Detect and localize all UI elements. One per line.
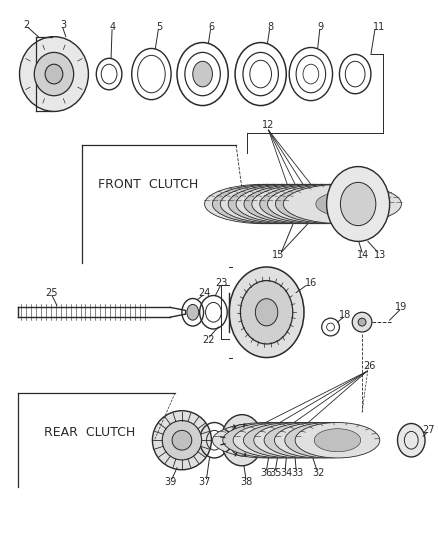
Ellipse shape (256, 429, 312, 452)
Text: 9: 9 (318, 22, 324, 32)
Text: 37: 37 (198, 477, 211, 487)
Ellipse shape (236, 184, 354, 224)
Ellipse shape (20, 37, 88, 111)
Ellipse shape (276, 429, 328, 452)
Ellipse shape (314, 429, 361, 452)
Text: REAR  CLUTCH: REAR CLUTCH (44, 426, 135, 439)
Ellipse shape (254, 423, 350, 458)
Circle shape (172, 430, 192, 450)
Text: 15: 15 (272, 250, 285, 260)
Ellipse shape (292, 431, 329, 450)
Ellipse shape (260, 184, 378, 224)
Ellipse shape (253, 192, 306, 216)
Text: 22: 22 (202, 335, 215, 345)
Text: 8: 8 (268, 22, 274, 32)
Text: 33: 33 (291, 468, 303, 478)
Ellipse shape (275, 423, 365, 458)
Ellipse shape (255, 298, 278, 326)
Ellipse shape (316, 192, 369, 216)
Ellipse shape (229, 424, 255, 456)
Ellipse shape (327, 167, 390, 241)
Ellipse shape (261, 192, 314, 216)
Ellipse shape (45, 64, 63, 84)
Ellipse shape (285, 423, 372, 458)
Text: 39: 39 (164, 477, 176, 487)
Text: 36: 36 (261, 468, 273, 478)
Ellipse shape (233, 423, 336, 458)
Circle shape (358, 318, 366, 326)
Text: 3: 3 (61, 20, 67, 30)
Text: 6: 6 (208, 22, 215, 32)
Ellipse shape (295, 423, 380, 458)
Ellipse shape (300, 192, 353, 216)
Text: 26: 26 (363, 361, 375, 372)
Ellipse shape (240, 280, 293, 344)
Ellipse shape (221, 415, 263, 466)
Text: 34: 34 (280, 468, 293, 478)
Ellipse shape (245, 192, 298, 216)
Ellipse shape (252, 184, 370, 224)
Ellipse shape (295, 429, 345, 452)
Ellipse shape (34, 52, 74, 96)
Text: 5: 5 (156, 22, 162, 32)
Text: 14: 14 (357, 250, 369, 260)
Ellipse shape (237, 429, 297, 452)
Text: 25: 25 (46, 288, 58, 297)
Ellipse shape (254, 431, 297, 450)
Ellipse shape (273, 431, 313, 450)
Text: 38: 38 (241, 477, 253, 487)
Ellipse shape (311, 431, 346, 450)
Text: 23: 23 (215, 278, 227, 288)
Ellipse shape (276, 184, 394, 224)
Text: 35: 35 (269, 468, 282, 478)
Text: 24: 24 (198, 288, 211, 297)
Ellipse shape (340, 182, 376, 225)
Text: 16: 16 (305, 278, 317, 288)
Ellipse shape (268, 192, 321, 216)
Ellipse shape (284, 192, 337, 216)
Ellipse shape (187, 304, 199, 320)
Ellipse shape (237, 192, 290, 216)
Ellipse shape (398, 424, 425, 457)
Ellipse shape (308, 192, 361, 216)
Ellipse shape (244, 184, 362, 224)
Ellipse shape (228, 184, 346, 224)
Ellipse shape (276, 192, 329, 216)
Ellipse shape (212, 184, 331, 224)
Circle shape (152, 411, 212, 470)
Ellipse shape (220, 184, 339, 224)
Circle shape (352, 312, 372, 332)
Text: 2: 2 (23, 20, 29, 30)
Ellipse shape (193, 61, 212, 87)
Ellipse shape (268, 184, 386, 224)
Ellipse shape (292, 192, 345, 216)
Ellipse shape (283, 184, 402, 224)
Text: 12: 12 (262, 120, 275, 130)
Ellipse shape (212, 423, 321, 458)
Ellipse shape (244, 423, 343, 458)
Text: 18: 18 (339, 310, 351, 320)
Text: 13: 13 (374, 250, 386, 260)
Ellipse shape (205, 184, 323, 224)
Text: 4: 4 (110, 22, 116, 32)
Circle shape (162, 421, 201, 460)
Text: 32: 32 (313, 468, 325, 478)
Text: FRONT  CLUTCH: FRONT CLUTCH (99, 178, 198, 191)
Text: 11: 11 (373, 22, 385, 32)
Text: 27: 27 (423, 425, 435, 435)
Text: 19: 19 (396, 302, 408, 312)
Ellipse shape (264, 423, 358, 458)
Ellipse shape (223, 423, 328, 458)
Ellipse shape (229, 267, 304, 358)
